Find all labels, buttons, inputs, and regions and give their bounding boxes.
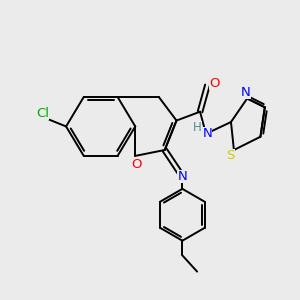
Text: N: N	[241, 86, 250, 99]
Text: Cl: Cl	[36, 107, 49, 120]
Text: N: N	[202, 127, 212, 140]
Text: H: H	[193, 121, 202, 134]
Text: S: S	[226, 149, 235, 162]
Text: N: N	[178, 170, 187, 183]
Text: O: O	[131, 158, 141, 171]
Text: O: O	[209, 77, 220, 90]
